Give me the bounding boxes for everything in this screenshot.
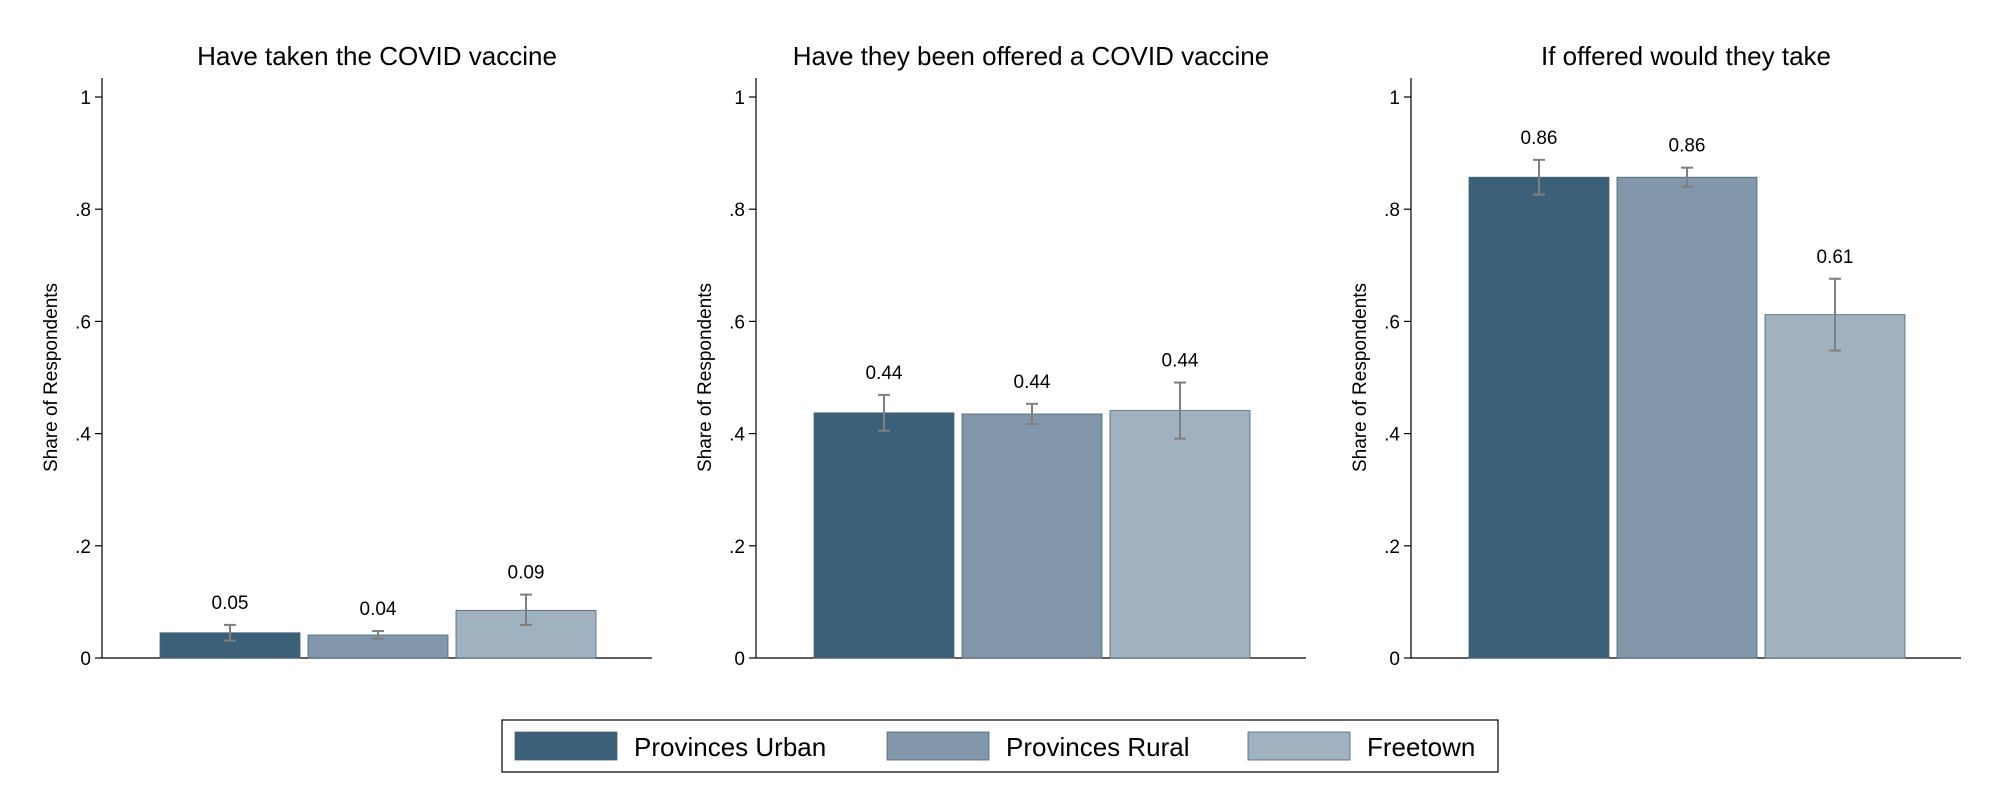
bar [1468, 176, 1610, 659]
y-tick-label: 0 [80, 649, 91, 670]
panel-title: Have taken the COVID vaccine [197, 41, 557, 71]
y-tick-label: .4 [75, 425, 91, 446]
y-tick-label: 1 [1389, 88, 1400, 109]
y-tick-label: .8 [1384, 200, 1400, 221]
y-tick-label: .2 [1384, 537, 1400, 558]
y-tick-label: 0 [1389, 649, 1400, 670]
y-axis-label: Share of Respondents [695, 283, 716, 472]
y-tick-label: .8 [75, 200, 91, 221]
bar-value-label: 0.86 [1669, 136, 1706, 157]
y-tick-label: .8 [729, 200, 745, 221]
y-tick-label: .6 [1384, 312, 1400, 333]
legend-label: Freetown [1367, 732, 1475, 762]
panel-title: If offered would they take [1541, 41, 1831, 71]
legend-swatch [886, 731, 990, 761]
y-tick-label: .2 [75, 537, 91, 558]
legend-label: Provinces Rural [1006, 732, 1190, 762]
bar [1764, 314, 1906, 659]
y-tick-label: 1 [80, 88, 91, 109]
bar-value-label: 0.05 [212, 593, 249, 614]
legend-swatch [1247, 731, 1351, 761]
legend-label: Provinces Urban [634, 732, 826, 762]
y-tick-label: .2 [729, 537, 745, 558]
bar [1616, 176, 1758, 659]
legend-swatch [514, 731, 618, 761]
y-axis-label: Share of Respondents [41, 283, 62, 472]
bar [961, 413, 1103, 659]
y-tick-label: .6 [75, 312, 91, 333]
bar-value-label: 0.44 [866, 363, 903, 384]
panel-title: Have they been offered a COVID vaccine [793, 41, 1269, 71]
y-tick-label: 0 [734, 649, 745, 670]
bar-value-label: 0.09 [508, 563, 545, 584]
y-tick-label: 1 [734, 88, 745, 109]
y-axis-label: Share of Respondents [1350, 283, 1371, 472]
y-tick-label: .4 [729, 425, 745, 446]
y-tick-label: .4 [1384, 425, 1400, 446]
bar-value-label: 0.86 [1521, 128, 1558, 149]
bar-value-label: 0.04 [360, 599, 397, 620]
bar-value-label: 0.44 [1162, 351, 1199, 372]
bar-value-label: 0.61 [1817, 247, 1854, 268]
bar-value-label: 0.44 [1014, 372, 1051, 393]
y-tick-label: .6 [729, 312, 745, 333]
bar [1109, 410, 1251, 659]
bar [813, 412, 955, 659]
